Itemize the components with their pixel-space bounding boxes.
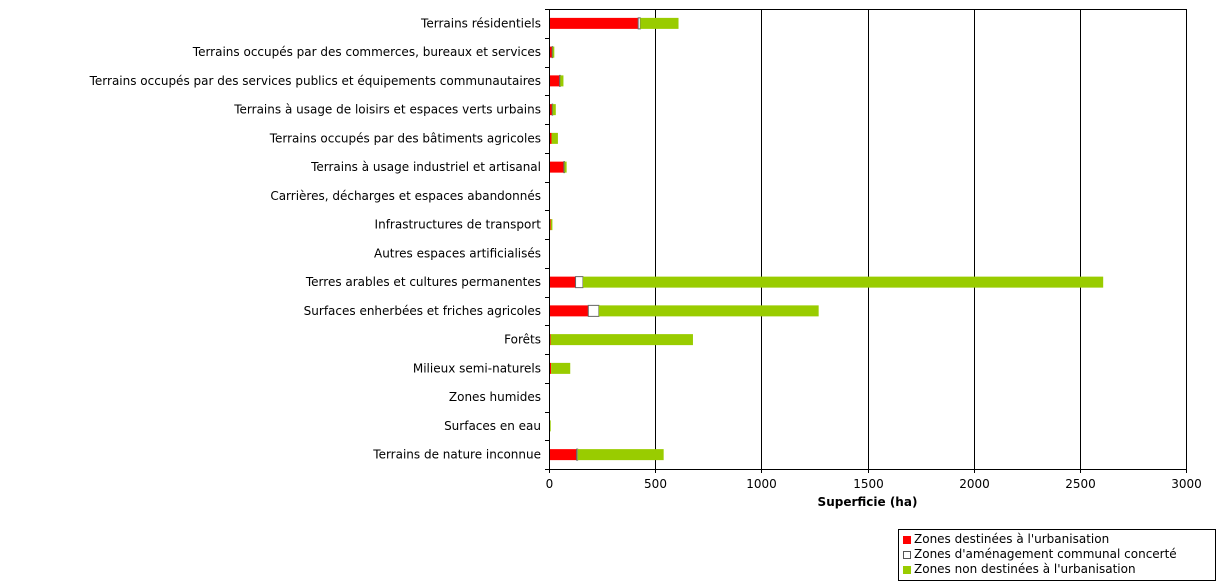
legend-label: Zones d'aménagement communal concerté (914, 547, 1177, 561)
tick-labels: 0 500 1000 1500 2000 2500 3000 (546, 477, 1202, 491)
x-tick-label: 1500 (853, 477, 884, 491)
bar-segment (560, 75, 564, 87)
axes (545, 9, 1187, 473)
category-label: Carrières, décharges et espaces abandonn… (270, 189, 541, 203)
x-tick-label: 0 (546, 477, 554, 491)
bar-segment (550, 219, 553, 231)
bar-segment (549, 276, 576, 288)
bar-segment (577, 449, 664, 461)
category-label: Terrains résidentiels (420, 16, 541, 30)
legend-swatch-urbanisation (903, 535, 911, 544)
category-label: Terrains occupés par des commerces, bure… (192, 45, 541, 59)
bar-segment (552, 46, 555, 58)
category-labels: Terrains résidentiels Terrains occupés pa… (89, 16, 542, 461)
legend-label: Zones non destinées à l'urbanisation (914, 562, 1136, 576)
plot-area-border (549, 9, 1187, 470)
x-tick-label: 2500 (1065, 477, 1096, 491)
category-label: Zones humides (449, 390, 541, 404)
bar-segment (552, 104, 556, 116)
x-tick-label: 1000 (746, 477, 777, 491)
category-label: Milieux semi-naturels (413, 361, 541, 375)
bar-segment (576, 448, 579, 461)
bar-segment (549, 161, 564, 173)
bar-segment (551, 132, 558, 144)
bar-segment (575, 276, 584, 289)
category-label: Infrastructures de transport (375, 218, 542, 232)
bar-segment (563, 161, 566, 174)
bar-segment (550, 334, 693, 346)
gridlines (655, 9, 1187, 469)
category-label: Surfaces enherbées et friches agricoles (304, 304, 541, 318)
x-tick-label: 500 (644, 477, 667, 491)
x-axis-label: Superficie (ha) (818, 495, 918, 509)
bar-segment (598, 305, 819, 317)
bar-segment (549, 449, 577, 461)
bar-segment (549, 132, 552, 144)
bar-segment (549, 104, 553, 116)
x-tick-label: 2000 (959, 477, 990, 491)
bar-segment (640, 17, 679, 29)
legend-item: Zones non destinées à l'urbanisation (903, 562, 1212, 577)
bar-segment (637, 17, 641, 30)
bar-segment (587, 304, 600, 317)
legend: Zones destinées à l'urbanisation Zones d… (898, 529, 1216, 581)
bar-segment (559, 74, 561, 87)
legend-item: Zones destinées à l'urbanisation (903, 532, 1212, 547)
category-label: Terrains à usage industriel et artisanal (310, 160, 541, 174)
category-label: Terres arables et cultures permanentes (305, 275, 541, 289)
legend-label: Zones destinées à l'urbanisation (914, 532, 1110, 546)
bar-segment (549, 362, 552, 374)
x-tick-label: 3000 (1171, 477, 1202, 491)
bar-segment (549, 17, 639, 29)
bar-segment (549, 75, 560, 87)
category-label: Surfaces en eau (444, 419, 541, 433)
category-label: Terrains de nature inconnue (372, 448, 541, 462)
category-label: Terrains à usage de loisirs et espaces v… (233, 103, 541, 117)
bar-segment (549, 305, 589, 317)
category-label: Forêts (504, 333, 541, 347)
bar-segment (549, 420, 551, 432)
category-label: Terrains occupés par des services public… (89, 74, 541, 88)
legend-swatch-non-urbanisation (903, 565, 911, 574)
bars (549, 17, 1104, 461)
legend-swatch-zac (903, 550, 911, 559)
bar-segment (582, 276, 1104, 288)
bar-segment (549, 46, 553, 58)
legend-item: Zones d'aménagement communal concerté (903, 547, 1212, 562)
category-label: Terrains occupés par des bâtiments agric… (269, 131, 541, 145)
bar-segment (551, 362, 571, 374)
bar-segment (564, 161, 567, 173)
category-label: Autres espaces artificialisés (374, 246, 541, 260)
